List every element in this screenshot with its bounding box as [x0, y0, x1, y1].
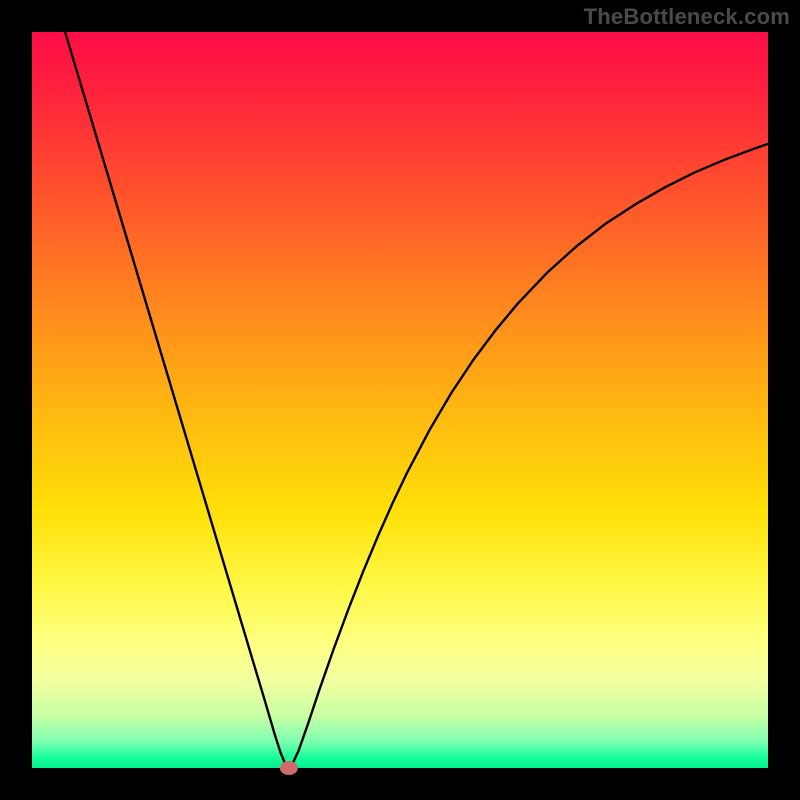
optimal-point-marker	[280, 761, 298, 775]
bottleneck-chart	[0, 0, 800, 800]
chart-frame: TheBottleneck.com	[0, 0, 800, 800]
gradient-background	[32, 32, 768, 768]
watermark-text: TheBottleneck.com	[584, 4, 790, 30]
